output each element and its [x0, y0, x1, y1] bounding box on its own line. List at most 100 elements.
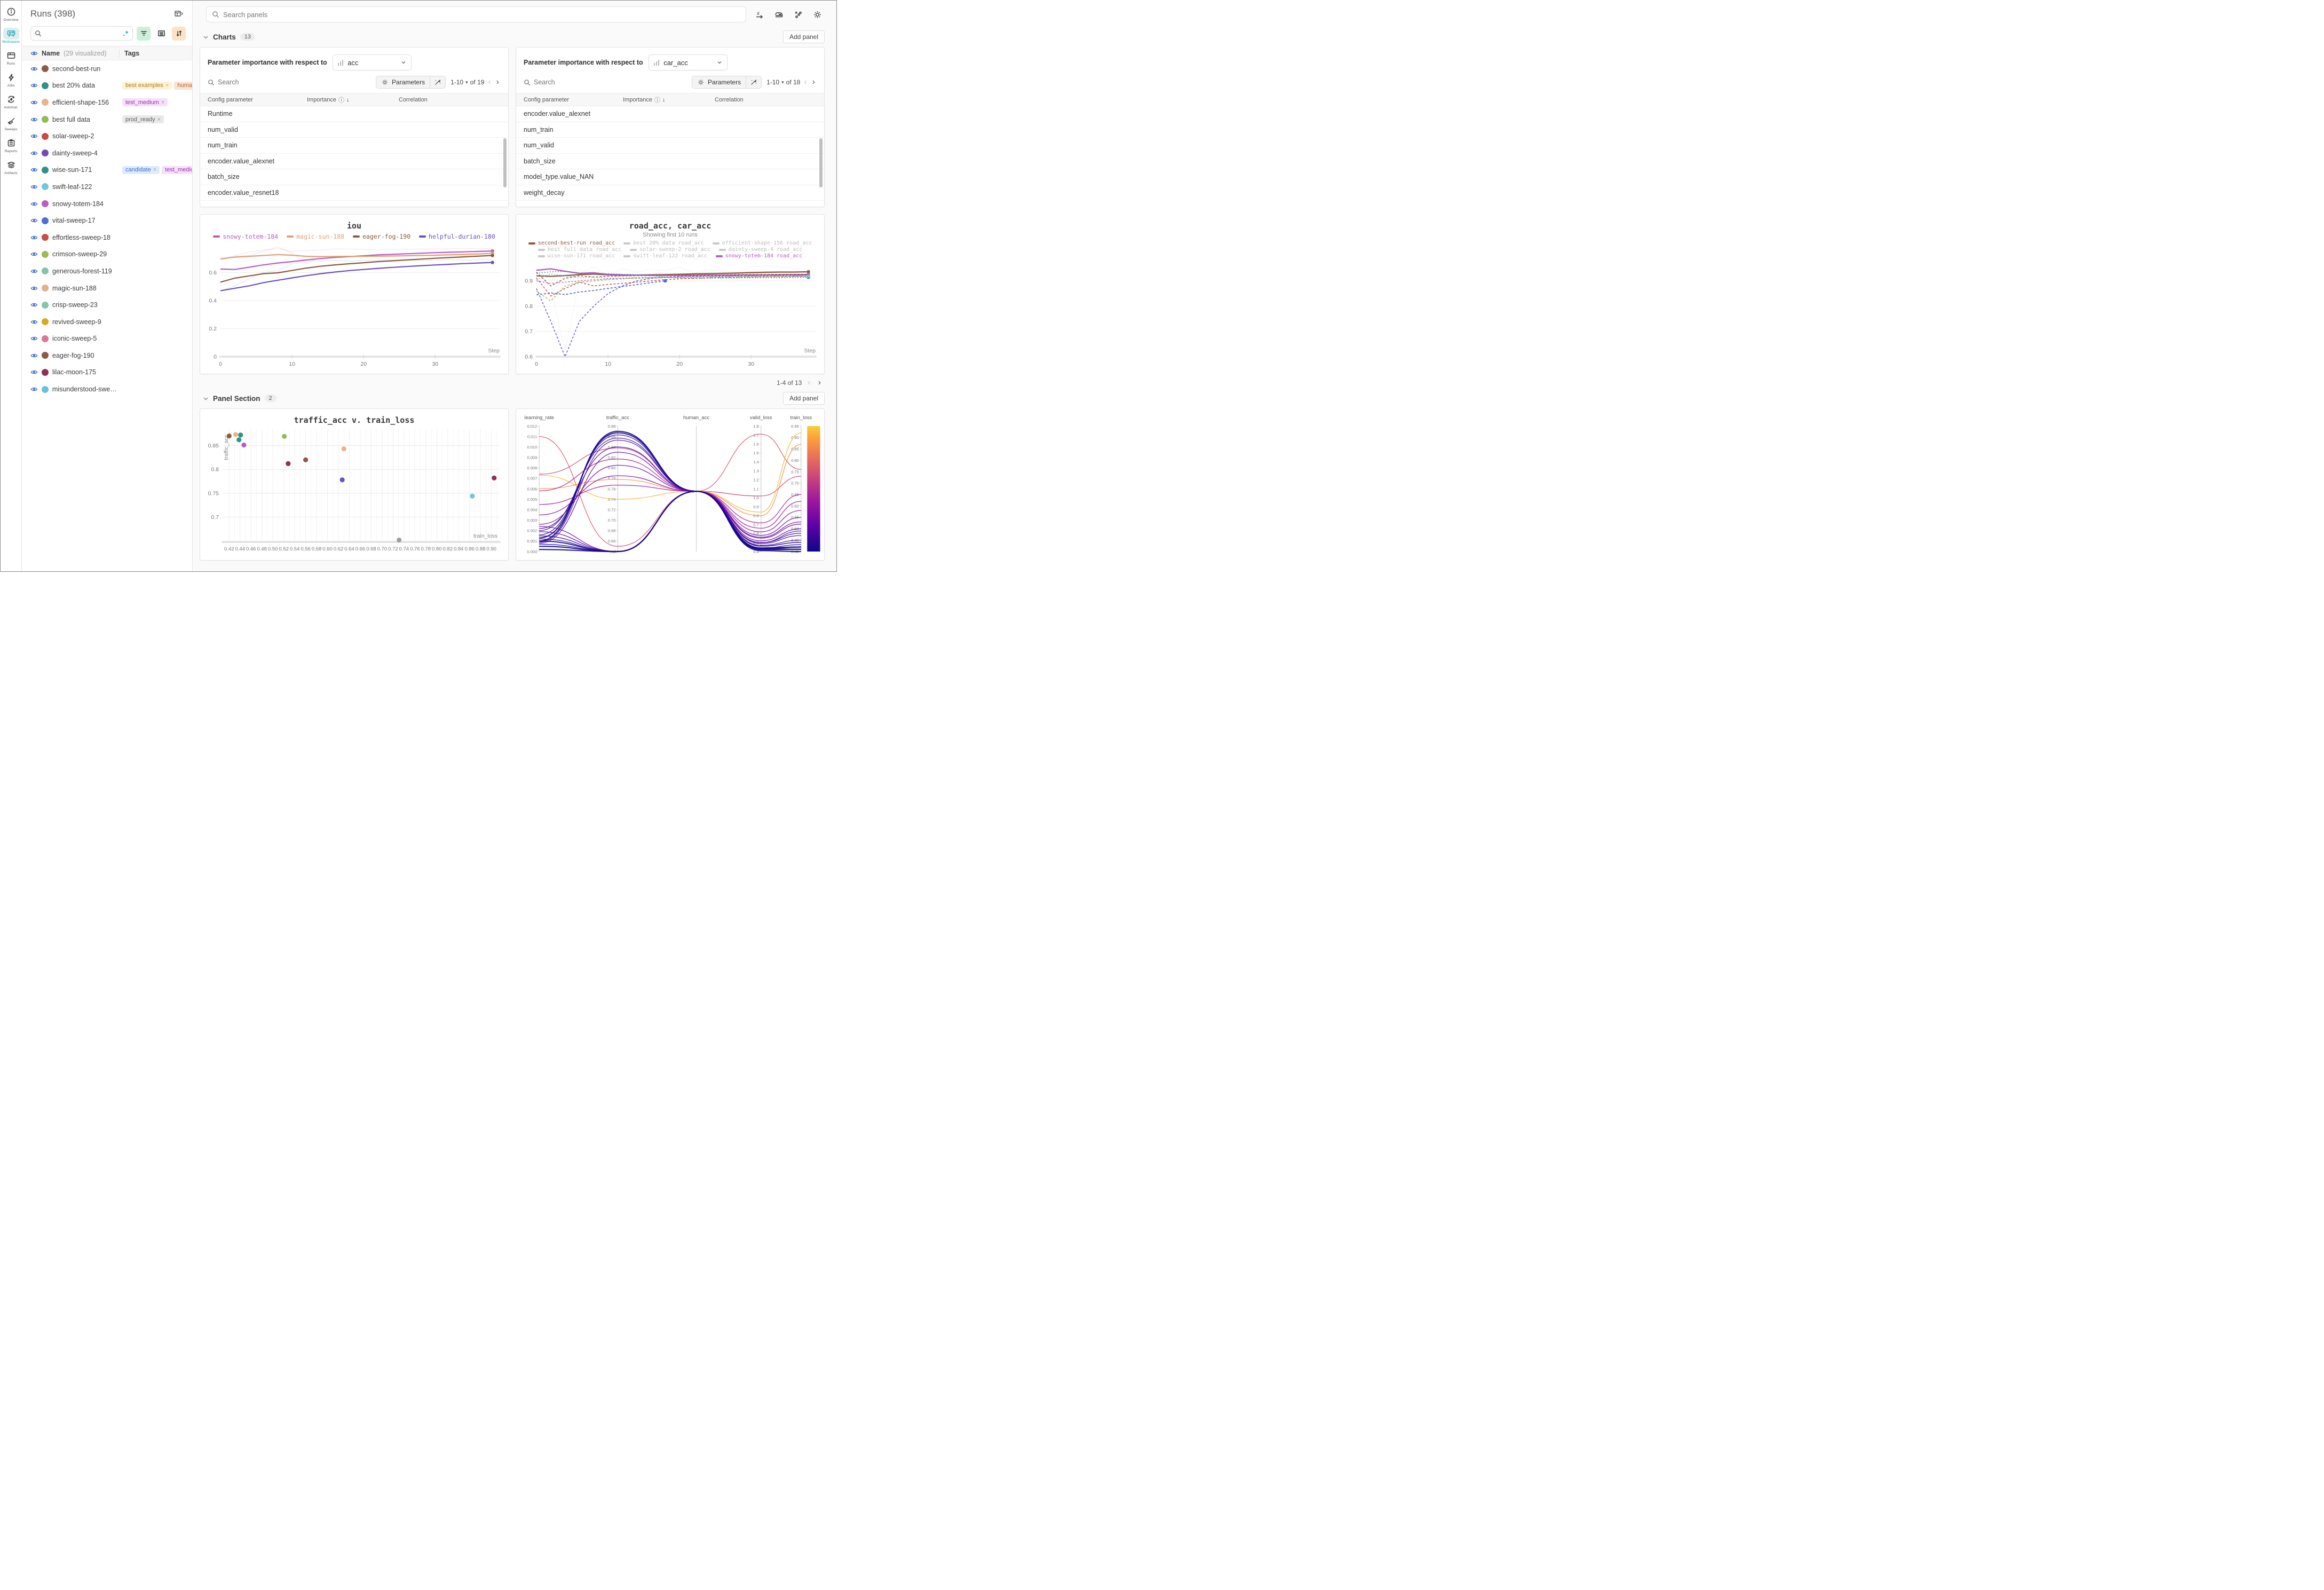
parameters-button[interactable]: Parameters: [376, 76, 446, 89]
sidebar-item-workspace[interactable]: Workspace: [1, 28, 21, 44]
metric-select[interactable]: acc: [332, 54, 412, 70]
legend-item[interactable]: magic-sun-188: [287, 233, 344, 240]
regex-toggle-icon[interactable]: .*: [123, 29, 129, 37]
legend-item[interactable]: solar-sweep-2 road_acc: [630, 247, 710, 253]
visibility-eye-icon[interactable]: [30, 50, 38, 57]
visibility-eye-icon[interactable]: [30, 267, 38, 275]
runs-search-box[interactable]: .*: [30, 26, 133, 41]
run-row[interactable]: swift-leaf-122: [22, 178, 192, 195]
legend-item[interactable]: swift-leaf-122 road_acc: [623, 253, 707, 259]
run-row[interactable]: crimson-sweep-29: [22, 246, 192, 263]
page-range[interactable]: 1-10: [450, 78, 464, 86]
magic-wand-icon[interactable]: [746, 76, 761, 88]
run-row[interactable]: second-best-run: [22, 60, 192, 77]
run-row[interactable]: solar-sweep-2: [22, 128, 192, 145]
visibility-eye-icon[interactable]: [30, 318, 38, 326]
sidebar-item-jobs[interactable]: Jobs: [1, 72, 21, 88]
run-row[interactable]: misunderstood-swe…: [22, 381, 192, 398]
run-row[interactable]: snowy-totem-184: [22, 195, 192, 212]
sidebar-item-runs[interactable]: Runs: [1, 50, 21, 66]
charts-section-title[interactable]: Charts: [213, 33, 236, 41]
sidebar-item-overview[interactable]: Overview: [1, 6, 21, 22]
filter-button[interactable]: [137, 26, 151, 41]
visibility-eye-icon[interactable]: [30, 234, 38, 241]
visibility-eye-icon[interactable]: [30, 217, 38, 224]
run-row[interactable]: revived-sweep-9: [22, 313, 192, 330]
tag-chip[interactable]: candidate ×: [122, 166, 160, 174]
legend-item[interactable]: best full data road_acc: [537, 247, 621, 253]
importance-search[interactable]: [524, 78, 687, 86]
group-button[interactable]: [154, 27, 168, 41]
scatter-panel[interactable]: traffic_acc v. train_loss 0.7 0.75 0.8 0.85…: [200, 408, 509, 561]
sort-desc-icon[interactable]: ↓: [346, 96, 350, 103]
tag-chip[interactable]: test_medium×: [162, 166, 192, 174]
legend-item[interactable]: snowy-totem-184: [213, 233, 278, 240]
run-row[interactable]: magic-sun-188: [22, 280, 192, 297]
visibility-eye-icon[interactable]: [30, 149, 38, 157]
run-row[interactable]: best 20% data best examples×humans×: [22, 77, 192, 95]
run-row[interactable]: dainty-sweep-4: [22, 145, 192, 162]
run-row[interactable]: effortless-sweep-18: [22, 229, 192, 246]
add-panel-button[interactable]: Add panel: [782, 392, 825, 405]
parameters-button[interactable]: Parameters: [692, 76, 762, 89]
sidebar-item-automat[interactable]: Automat.: [1, 93, 21, 109]
visibility-eye-icon[interactable]: [30, 166, 38, 174]
visibility-eye-icon[interactable]: [30, 132, 38, 140]
legend-item[interactable]: snowy-totem-184 road_acc: [715, 253, 802, 259]
sidebar-item-artifacts[interactable]: Artifacts: [1, 159, 21, 175]
panel-search-box[interactable]: [206, 6, 746, 22]
run-row[interactable]: best full data prod_ready ×: [22, 111, 192, 128]
runs-search-input[interactable]: [44, 29, 121, 37]
tag-chip[interactable]: humans×: [174, 81, 192, 90]
run-row[interactable]: wise-sun-171 candidate×test_medium×: [22, 162, 192, 179]
iou-plot[interactable]: 0 0.2 0.4 0.6 0 10 20 30 Step: [200, 240, 508, 374]
visibility-eye-icon[interactable]: [30, 335, 38, 342]
parallel-coordinates-plot[interactable]: learning_rate 0.012 0.011 0.010 0.009 0.008 0.…: [516, 412, 824, 560]
add-panel-button[interactable]: Add panel: [782, 30, 825, 43]
outliers-scatter-icon[interactable]: [793, 10, 803, 20]
prev-page-icon[interactable]: ‹: [488, 77, 491, 86]
legend-item[interactable]: second-best-run road_acc: [528, 240, 615, 246]
col-importance[interactable]: Importance: [307, 96, 337, 103]
line-chart-panel-iou[interactable]: iou snowy-totem-184 magic-sun-188 eager-fo…: [200, 214, 509, 374]
magic-wand-icon[interactable]: [430, 76, 445, 88]
close-icon[interactable]: ×: [165, 82, 169, 89]
scatter-plot[interactable]: 0.7 0.75 0.8 0.85 0.42 0.44 0.46 0.48 0.50 0.52 0.…: [200, 425, 508, 560]
road-acc-plot[interactable]: 0.6 0.7 0.8 0.9 0 10 20 30 Step: [516, 259, 824, 374]
legend-item[interactable]: wise-sun-171 road_acc: [537, 253, 615, 259]
col-correlation[interactable]: Correlation: [715, 96, 744, 103]
chevron-down-icon[interactable]: [203, 396, 209, 402]
panel-section-title[interactable]: Panel Section: [213, 394, 260, 403]
panel-search-input[interactable]: [223, 10, 740, 19]
legend-item[interactable]: dainty-sweep-4 road_acc: [718, 247, 802, 253]
visibility-eye-icon[interactable]: [30, 285, 38, 292]
legend-item[interactable]: helpful-durian-180: [419, 233, 495, 240]
run-row[interactable]: vital-sweep-17: [22, 212, 192, 229]
prev-page-icon[interactable]: ‹: [808, 378, 811, 387]
next-page-icon[interactable]: ›: [818, 378, 821, 387]
legend-item[interactable]: efficient-shape-156 road_acc: [712, 240, 812, 246]
importance-search-input[interactable]: [534, 78, 598, 86]
visibility-eye-icon[interactable]: [30, 82, 38, 89]
importance-search[interactable]: [208, 78, 371, 86]
sort-desc-icon[interactable]: ↓: [662, 96, 666, 103]
visibility-eye-icon[interactable]: [30, 368, 38, 376]
sort-button[interactable]: [172, 26, 186, 41]
run-row[interactable]: iconic-sweep-5: [22, 330, 192, 348]
col-importance[interactable]: Importance: [623, 96, 653, 103]
run-row[interactable]: crisp-sweep-23: [22, 296, 192, 313]
chevron-down-icon[interactable]: [203, 34, 209, 40]
close-icon[interactable]: ×: [153, 167, 157, 174]
next-page-icon[interactable]: ›: [812, 77, 815, 86]
toggle-table-icon[interactable]: [172, 7, 186, 21]
run-row[interactable]: efficient-shape-156 test_medium ×: [22, 94, 192, 111]
scrollbar[interactable]: [819, 138, 823, 187]
sidebar-item-sweeps[interactable]: Sweeps: [1, 115, 21, 131]
col-correlation[interactable]: Correlation: [399, 96, 428, 103]
visibility-eye-icon[interactable]: [30, 301, 38, 309]
settings-gear-icon[interactable]: [812, 10, 823, 20]
visibility-eye-icon[interactable]: [30, 352, 38, 359]
legend-item[interactable]: best 20% data road_acc: [623, 240, 704, 246]
parallel-coordinates-panel[interactable]: learning_rate 0.012 0.011 0.010 0.009 0.008 0.…: [516, 408, 825, 561]
visibility-eye-icon[interactable]: [30, 250, 38, 258]
